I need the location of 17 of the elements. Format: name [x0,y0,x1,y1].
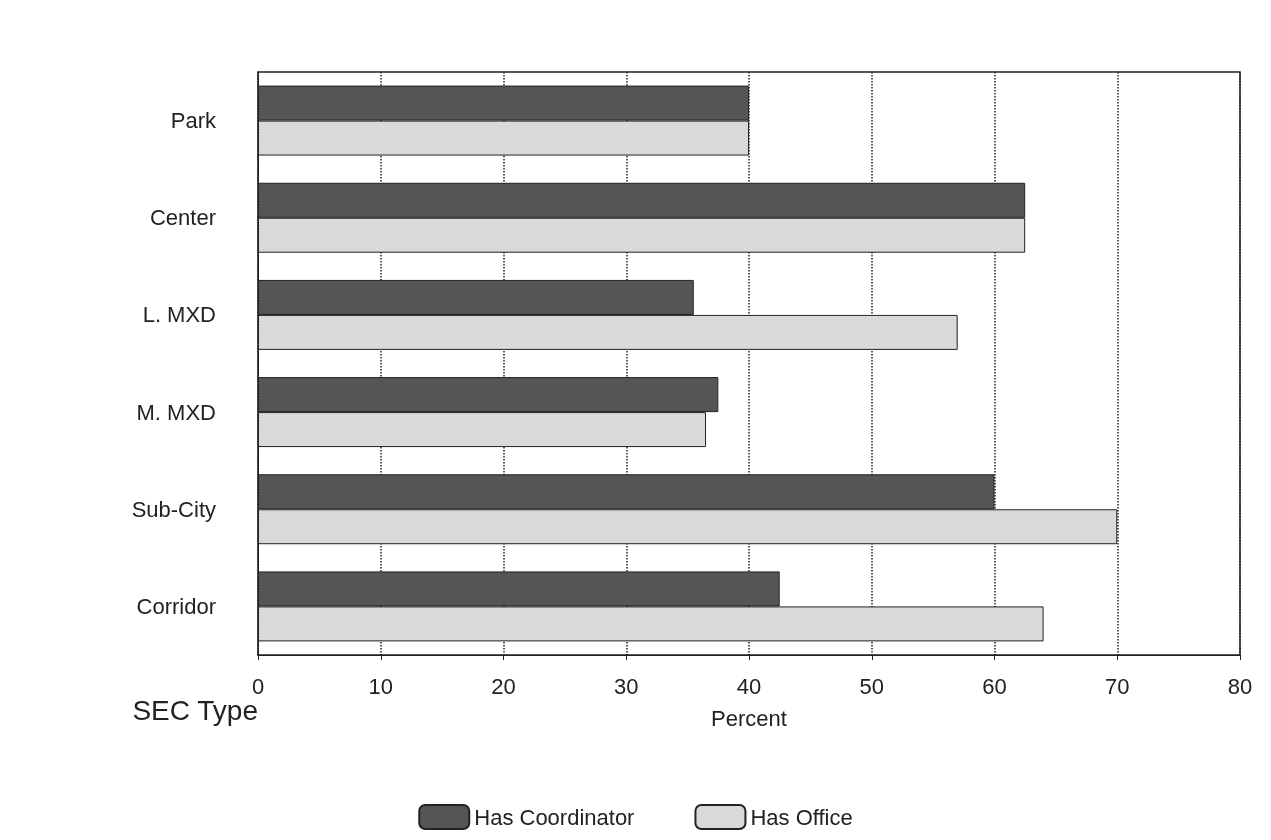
x-tick-label: 70 [1105,673,1130,699]
x-tick-label: 30 [614,673,639,699]
x-tick-label: 80 [1227,673,1253,699]
x-tick-label: 50 [859,673,884,699]
y-tick-label: Sub-City [131,496,216,522]
y-tick-label: M. MXD [136,399,216,425]
y-tick-label: L. MXD [142,302,216,328]
x-tick-label: 10 [368,673,393,699]
y-tick-label: Corridor [136,593,216,619]
legend-label: Has Office [750,804,853,830]
x-tick-label: 20 [491,673,516,699]
y-tick-label: Park [170,108,217,134]
x-tick-label: 40 [736,673,762,699]
legend-label: Has Coordinator [474,804,635,830]
x-tick-label: 60 [982,673,1007,699]
x-axis-title: Percent [711,705,787,731]
y-tick-label: Center [149,205,216,231]
